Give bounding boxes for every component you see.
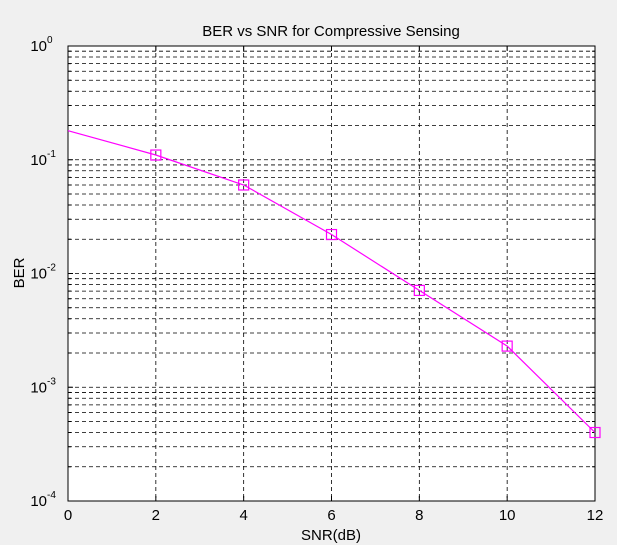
x-tick-label: 4 bbox=[239, 507, 247, 524]
tick-marks bbox=[67, 45, 596, 502]
x-tick-label: 8 bbox=[415, 507, 423, 524]
series-marker bbox=[325, 228, 338, 241]
series-marker bbox=[413, 284, 425, 297]
y-tick-label: 10 bbox=[30, 38, 47, 55]
series-marker bbox=[589, 426, 601, 439]
y-tick-label: 10 bbox=[30, 493, 47, 510]
series-marker bbox=[150, 149, 162, 161]
y-tick-label-exponent: -1 bbox=[47, 149, 56, 160]
y-tick-label: 10 bbox=[30, 266, 47, 283]
series-marker bbox=[501, 340, 513, 352]
x-axis-label: SNR(dB) bbox=[301, 527, 361, 544]
y-tick-label-exponent: -3 bbox=[47, 376, 56, 387]
y-tick-label-exponent: -4 bbox=[47, 490, 56, 501]
series-layer bbox=[67, 130, 601, 439]
y-tick-label: 10 bbox=[30, 379, 47, 396]
y-tick-label-exponent: -2 bbox=[47, 263, 56, 274]
series-marker bbox=[238, 179, 250, 191]
y-tick-label: 10 bbox=[30, 152, 47, 169]
series-line bbox=[67, 130, 596, 433]
y-axis-label: BER bbox=[11, 257, 28, 288]
x-tick-label: 0 bbox=[64, 507, 72, 524]
x-tick-labels: 0 2 4 6 8 10 12 bbox=[64, 507, 604, 524]
x-tick-label: 6 bbox=[327, 507, 335, 524]
chart-title: BER vs SNR for Compressive Sensing bbox=[202, 23, 460, 40]
x-tick-label: 12 bbox=[587, 507, 604, 524]
x-tick-label: 2 bbox=[152, 507, 160, 524]
y-tick-label-exponent: 0 bbox=[47, 35, 53, 46]
x-tick-label: 10 bbox=[499, 507, 516, 524]
